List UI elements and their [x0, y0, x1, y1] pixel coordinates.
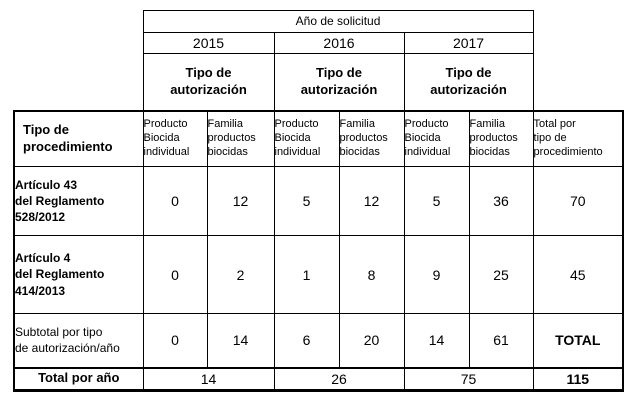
subtotal-row-label: Subtotal por tipo de autorización/año — [13, 313, 144, 368]
row-label-art43: Artículo 43 del Reglamento 528/2012 — [13, 166, 144, 236]
year-total-cell-2015: 14 — [142, 366, 275, 392]
request-year-title-row: Año de solicitud — [14, 10, 623, 33]
family-col-header-2015: Familia productos biocidas — [206, 109, 275, 167]
family-col-header-2017: Familia productos biocidas — [468, 109, 534, 167]
column-header-row: Tipo de procedimiento Producto Biocida i… — [13, 109, 625, 167]
auth-type-header-2016: Tipo de autorización — [273, 53, 405, 111]
subtotal-value-cell: 14 — [206, 313, 275, 368]
year-total-cell-2017: 75 — [403, 366, 534, 392]
row-total-cell: 70 — [532, 166, 625, 236]
row-total-cell: 45 — [532, 235, 625, 314]
family-col-header-2016: Familia productos biocidas — [338, 109, 405, 167]
total-per-year-row: Total por año 14 26 75 115 — [13, 366, 625, 392]
value-cell: 5 — [403, 166, 470, 236]
value-cell: 12 — [338, 166, 405, 236]
data-table: Año de solicitud 2015 2016 2017 Tipo de … — [13, 10, 625, 392]
procedure-row-art4: Artículo 4 del Reglamento 414/2013 0 2 1… — [13, 235, 625, 314]
procedure-row-art43: Artículo 43 del Reglamento 528/2012 0 12… — [13, 166, 625, 236]
procedure-type-header: Tipo de procedimiento — [13, 109, 144, 167]
total-col-header: Total por tipo de procedimiento — [532, 109, 625, 167]
subtotal-value-cell: 0 — [142, 313, 208, 368]
product-col-header-2015: Producto Biocida individual — [142, 109, 208, 167]
value-cell: 0 — [142, 166, 208, 236]
total-per-year-label: Total por año — [13, 366, 144, 392]
subtotal-value-cell: 61 — [468, 313, 534, 368]
value-cell: 25 — [468, 235, 534, 314]
year-2016-header: 2016 — [273, 32, 405, 54]
subtotal-value-cell: 14 — [403, 313, 470, 368]
value-cell: 2 — [206, 235, 275, 314]
grand-total-cell: 115 — [532, 366, 625, 392]
auth-type-header-2015: Tipo de autorización — [142, 53, 275, 111]
year-total-cell-2016: 26 — [273, 366, 405, 392]
subtotal-row: Subtotal por tipo de autorización/año 0 … — [13, 313, 625, 368]
subtotal-value-cell: 6 — [273, 313, 340, 368]
value-cell: 8 — [338, 235, 405, 314]
product-col-header-2016: Producto Biocida individual — [273, 109, 340, 167]
auth-type-header-2017: Tipo de autorización — [403, 53, 534, 111]
subtotal-value-cell: 20 — [338, 313, 405, 368]
year-2015-header: 2015 — [142, 32, 275, 54]
request-year-title: Año de solicitud — [142, 10, 534, 33]
product-col-header-2017: Producto Biocida individual — [403, 109, 470, 167]
value-cell: 5 — [273, 166, 340, 236]
value-cell: 1 — [273, 235, 340, 314]
year-2017-header: 2017 — [403, 32, 534, 54]
value-cell: 12 — [206, 166, 275, 236]
value-cell: 9 — [403, 235, 470, 314]
value-cell: 36 — [468, 166, 534, 236]
auth-type-row: Tipo de autorización Tipo de autorizació… — [14, 53, 623, 111]
top-left-blank — [14, 11, 143, 111]
value-cell: 0 — [142, 235, 208, 314]
row-label-art4: Artículo 4 del Reglamento 414/2013 — [13, 235, 144, 314]
total-word-cell: TOTAL — [532, 313, 625, 368]
top-right-blank — [533, 11, 623, 111]
